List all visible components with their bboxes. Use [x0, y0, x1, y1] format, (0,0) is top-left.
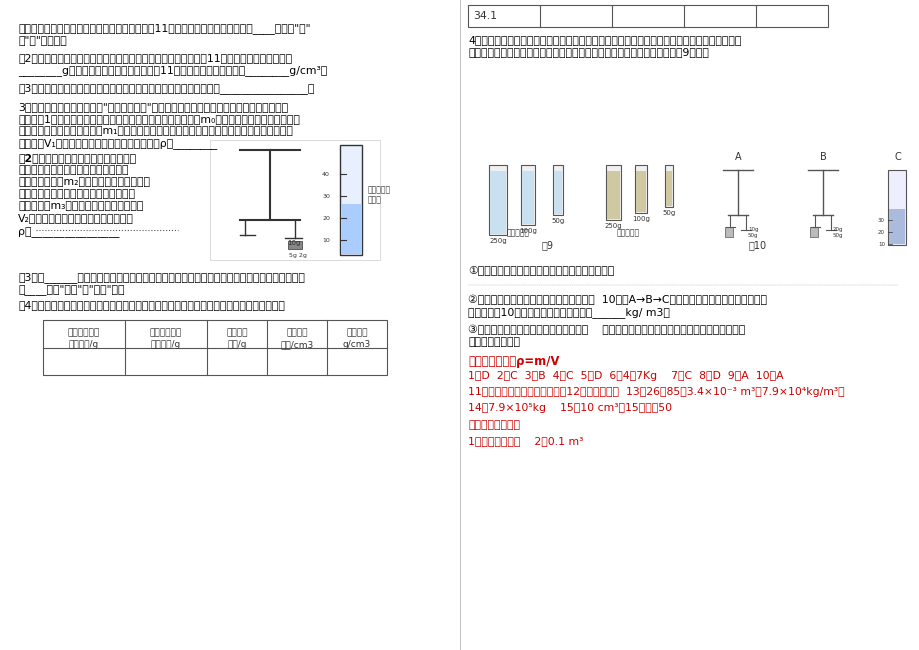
Text: B: B — [819, 152, 825, 162]
Text: 40: 40 — [322, 172, 330, 177]
Text: 100g: 100g — [631, 216, 649, 222]
Bar — [490, 171, 505, 234]
Bar — [887, 170, 905, 245]
Text: 的总质量/g: 的总质量/g — [69, 340, 99, 349]
Text: 倒出油的: 倒出油的 — [286, 328, 308, 337]
Text: （3）分析上述实验操作过程，发现会导致测量的密度值偏小，原因是________________。: （3）分析上述实验操作过程，发现会导致测量的密度值偏小，原因是_________… — [18, 83, 314, 94]
Text: 答案：一、理解ρ=m/V: 答案：一、理解ρ=m/V — [468, 355, 559, 368]
Bar — [210, 140, 380, 260]
Text: 图9: 图9 — [541, 240, 553, 250]
Text: （2）小王的方案：在烧杯内倒入适量的: （2）小王的方案：在烧杯内倒入适量的 — [18, 153, 136, 163]
Text: 10: 10 — [322, 237, 330, 242]
Bar — [520, 165, 535, 225]
Bar — [288, 241, 301, 249]
Text: 用于量酱油: 用于量酱油 — [505, 228, 529, 237]
Bar — [43, 320, 387, 375]
Text: 10: 10 — [877, 242, 884, 246]
Text: 250g: 250g — [489, 238, 506, 244]
Bar — [521, 171, 533, 224]
Text: 34.1: 34.1 — [472, 11, 496, 21]
Bar — [634, 165, 646, 213]
Text: 14．7.9×10⁵kg    15．10 cm³；15．高：50: 14．7.9×10⁵kg 15．10 cm³；15．高：50 — [468, 403, 672, 413]
Text: g/cm3: g/cm3 — [343, 340, 370, 349]
Text: 30: 30 — [322, 194, 330, 198]
Text: ②小明在古镇买了一瓶米酒，回家后，按图  10所示A→B→C的顺序进行了实验，测出了米酒的: ②小明在古镇买了一瓶米酒，回家后，按图 10所示A→B→C的顺序进行了实验，测出… — [468, 295, 766, 306]
Text: 值____（填"偏大"、"偏小"）。: 值____（填"偏大"、"偏小"）。 — [18, 284, 124, 295]
Text: 来量取，但量取相同质量的米酒时所用的器具比量取酱油的要大一点，如图9所示。: 来量取，但量取相同质量的米酒时所用的器具比量取酱油的要大一点，如图9所示。 — [468, 47, 709, 57]
Bar — [468, 5, 827, 27]
Text: 或"右"）移动。: 或"右"）移动。 — [18, 35, 67, 45]
Text: 50g: 50g — [662, 210, 675, 216]
Text: 再测出烧杯和食用油的总质量m₁，然后把烧杯内的食用油全部倒入量筒内，读出量筒内食用油: 再测出烧杯和食用油的总质量m₁，然后把烧杯内的食用油全部倒入量筒内，读出量筒内食… — [18, 126, 292, 136]
Text: （2）用调节好的天平测石块的质量，所用砝码和游码的位置如图11乙所示，则石块的质量是: （2）用调节好的天平测石块的质量，所用砝码和游码的位置如图11乙所示，则石块的质… — [18, 53, 292, 63]
Bar — [553, 171, 562, 214]
Text: （3）按______的实验方案进行测量，实验误差可能小一些；如果选择另一种方案，测得的密度: （3）按______的实验方案进行测量，实验误差可能小一些；如果选择另一种方案，… — [18, 272, 304, 283]
Bar — [340, 145, 361, 255]
Text: 1．不变，变大。    2．0.1 m³: 1．不变，变大。 2．0.1 m³ — [468, 436, 583, 446]
Text: 烧杯和剩余油: 烧杯和剩余油 — [150, 328, 182, 337]
Text: 质量/g: 质量/g — [227, 340, 246, 349]
Text: ________g。再用量筒测出石块的体积如图11丙所示，则石块的密度是________g/cm³。: ________g。再用量筒测出石块的体积如图11丙所示，则石块的密度是____… — [18, 65, 327, 76]
Text: 密度。由图10所示数据求得米酒的密度为______kg/ m3。: 密度。由图10所示数据求得米酒的密度为______kg/ m3。 — [468, 307, 669, 318]
Text: 10g: 10g — [287, 240, 300, 246]
Text: 100g: 100g — [518, 228, 537, 234]
Text: 20g
50g: 20g 50g — [832, 227, 843, 238]
Bar — [606, 165, 620, 220]
Bar — [664, 165, 673, 207]
Text: 用油倒入量筒内，再测出烧杯和剩余食用: 用油倒入量筒内，再测出烧杯和剩余食用 — [18, 189, 135, 199]
Text: 20: 20 — [877, 229, 884, 235]
Text: 用于量米酒: 用于量米酒 — [616, 228, 639, 237]
Text: 烧杯和食用油: 烧杯和食用油 — [68, 328, 100, 337]
Text: 的体积为V₁，其测得的食用油密度的表达式是：ρ小________: 的体积为V₁，其测得的食用油密度的表达式是：ρ小________ — [18, 138, 217, 149]
Bar — [635, 171, 645, 212]
Bar — [888, 209, 904, 244]
Text: 二．密度的应用：: 二．密度的应用： — [468, 420, 519, 430]
Text: 食用油的总质量m₂，然后将烧杯内的适量食: 食用油的总质量m₂，然后将烧杯内的适量食 — [18, 177, 150, 187]
Text: 11．不变；密度是物质的特性。12．燃油：煤油  13．26，85；3.4×10⁻³ m³；7.9×10⁴kg/m³；: 11．不变；密度是物质的特性。12．燃油：煤油 13．26，85；3.4×10⁻… — [468, 387, 844, 397]
Text: 250g: 250g — [604, 223, 621, 229]
Text: 3．下面是小方和小王设计的"测食用油密度"的实验方案，请完善他们的方案，并回答后面的: 3．下面是小方和小王设计的"测食用油密度"的实验方案，请完善他们的方案，并回答后… — [18, 102, 288, 112]
Text: 食用油，用调节平衡的天平测出烧杯和: 食用油，用调节平衡的天平测出烧杯和 — [18, 165, 129, 175]
Text: A: A — [734, 152, 741, 162]
Text: 问题：（1）小方的方案：用调节平衡的天平测出空烧杯的质量m₀，向烧杯内倒入适量食用油，: 问题：（1）小方的方案：用调节平衡的天平测出空烧杯的质量m₀，向烧杯内倒入适量食… — [18, 114, 300, 124]
Text: 4．小明去某古镇旅游时发现，米酒是当地的一种特产。小店卖米酒和卖酱油都用竹筒状的容器: 4．小明去某古镇旅游时发现，米酒是当地的一种特产。小店卖米酒和卖酱油都用竹筒状的… — [468, 35, 741, 45]
Bar — [809, 227, 817, 237]
Bar — [607, 171, 619, 219]
Text: （4）下图是按小王的实验方案进行某次实验的情况，请将实验的数据及测量结果填入表中。: （4）下图是按小王的实验方案进行某次实验的情况，请将实验的数据及测量结果填入表中… — [18, 300, 285, 310]
Text: 油的总质量m₃，读出量筒内食用油的体积: 油的总质量m₃，读出量筒内食用油的体积 — [18, 201, 143, 211]
Text: 米酒密度更准确？: 米酒密度更准确？ — [468, 337, 519, 347]
Text: 测出适量油
的体积: 测出适量油 的体积 — [368, 185, 391, 205]
Text: 1．D  2．C  3．B  4．C  5．D  6．4．7Kg    7．C  8．D  9．A  10．A: 1．D 2．C 3．B 4．C 5．D 6．4．7Kg 7．C 8．D 9．A … — [468, 371, 783, 381]
Text: 的总质量/g: 的总质量/g — [151, 340, 181, 349]
Text: C: C — [893, 152, 901, 162]
Text: 油的密度: 油的密度 — [346, 328, 368, 337]
Bar — [341, 204, 360, 254]
Text: ③按照小明的实验方案测出的米酒密度是    偏大还是偏小？如何改进他的实验方案可使测出的: ③按照小明的实验方案测出的米酒密度是 偏大还是偏小？如何改进他的实验方案可使测出… — [468, 325, 744, 335]
Text: ρ＝________________: ρ＝________________ — [18, 227, 119, 238]
Text: 倒出油的: 倒出油的 — [226, 328, 247, 337]
Text: 图10: 图10 — [748, 240, 766, 250]
Text: 梁平衡时，发现指针静止在分度盘上的位置如图11甲所示，此时应将平衡螺母向____（选填"左": 梁平衡时，发现指针静止在分度盘上的位置如图11甲所示，此时应将平衡螺母向____… — [18, 23, 311, 34]
Text: 50g: 50g — [550, 218, 564, 224]
Text: 10g
50g: 10g 50g — [747, 227, 757, 238]
Text: 30: 30 — [877, 218, 884, 222]
Bar — [724, 227, 732, 237]
Bar — [552, 165, 562, 215]
Text: V₂。其测得的食用油密度的表达式是：: V₂。其测得的食用油密度的表达式是： — [18, 213, 134, 223]
Bar — [489, 165, 506, 235]
Bar — [665, 171, 671, 206]
Text: 5g 2g: 5g 2g — [289, 253, 307, 258]
Text: 20: 20 — [322, 216, 330, 220]
Text: 体积/cm3: 体积/cm3 — [280, 340, 313, 349]
Text: ①请你利用所学的物理知识对这种现象作出解释。: ①请你利用所学的物理知识对这种现象作出解释。 — [468, 265, 614, 275]
